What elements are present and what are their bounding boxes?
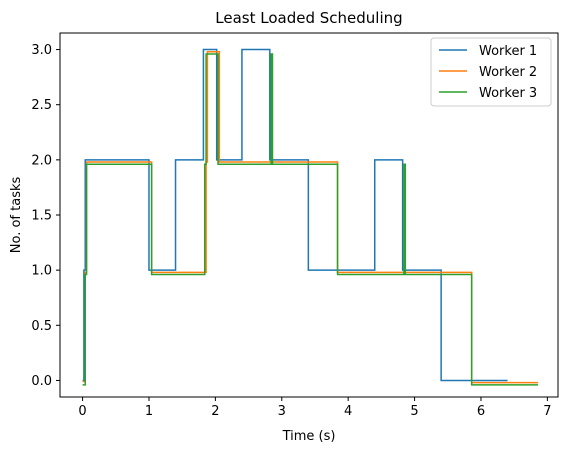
y-tick-label: 1.5 <box>31 209 52 224</box>
series-line-1 <box>82 48 508 382</box>
chart-title: Least Loaded Scheduling <box>215 9 402 27</box>
x-tick-label: 2 <box>211 404 219 419</box>
y-tick-label: 0.5 <box>31 319 52 334</box>
x-axis-title: Time (s) <box>282 429 336 444</box>
y-tick-label: 0.0 <box>31 374 52 389</box>
x-tick-label: 4 <box>344 404 352 419</box>
y-tick-label: 3.0 <box>31 43 52 58</box>
y-axis: 0.0 0.5 1.0 1.5 2.0 2.5 3.0 <box>31 43 60 389</box>
y-tick-label: 2.5 <box>31 98 52 113</box>
plot-lines <box>82 48 539 386</box>
legend-label-1: Worker 1 <box>479 44 537 59</box>
legend: Worker 1 Worker 2 Worker 3 <box>430 37 552 107</box>
legend-label-2: Worker 2 <box>479 65 537 80</box>
x-tick-label: 7 <box>543 404 551 419</box>
y-axis-title: No. of tasks <box>9 177 24 254</box>
legend-label-3: Worker 3 <box>479 86 537 101</box>
series-line-3 <box>82 53 539 386</box>
legend-box <box>430 37 552 107</box>
y-tick-label: 2.0 <box>31 153 52 168</box>
x-tick-label: 0 <box>78 404 86 419</box>
x-tick-label: 3 <box>278 404 286 419</box>
x-tick-label: 5 <box>410 404 418 419</box>
x-tick-label: 1 <box>145 404 153 419</box>
y-tick-label: 1.0 <box>31 264 52 279</box>
x-tick-label: 6 <box>477 404 485 419</box>
x-axis: 0 1 2 3 4 5 6 7 <box>78 397 552 419</box>
